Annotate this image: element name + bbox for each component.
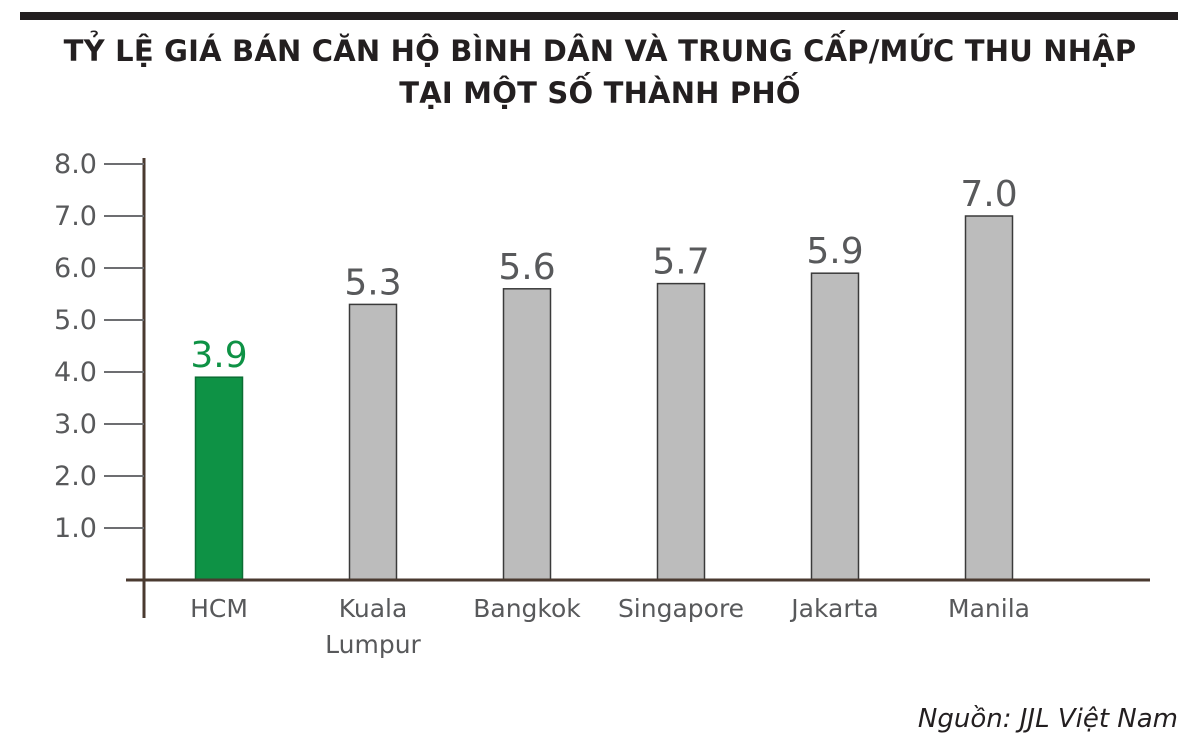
bar-value-label: 5.9 <box>806 231 863 272</box>
bar <box>194 376 244 581</box>
bar-value-label: 5.7 <box>652 242 709 283</box>
chart-title-line-1: TỶ LỆ GIÁ BÁN CĂN HỘ BÌNH DÂN VÀ TRUNG C… <box>63 34 1137 68</box>
y-tick-label: 3.0 <box>54 409 97 440</box>
chart-title: TỶ LỆ GIÁ BÁN CĂN HỘ BÌNH DÂN VÀ TRUNG C… <box>0 30 1200 114</box>
chart-title-line-2: TẠI MỘT SỐ THÀNH PHỐ <box>399 76 801 110</box>
top-rule <box>20 12 1178 20</box>
y-tick-label: 7.0 <box>54 201 97 232</box>
x-tick-label: Bangkok <box>473 594 581 623</box>
y-tick-label: 8.0 <box>54 149 97 180</box>
x-tick-label: Jakarta <box>789 594 878 623</box>
x-tick-label: Singapore <box>618 594 744 623</box>
bar-value-label: 7.0 <box>960 174 1017 215</box>
bar <box>502 288 552 581</box>
y-tick-label: 2.0 <box>54 461 97 492</box>
x-tick-label: HCM <box>190 594 248 623</box>
bar-value-label: 5.3 <box>344 262 401 303</box>
bar <box>656 282 706 581</box>
source-note: Nguồn: JJL Việt Nam <box>917 704 1178 734</box>
y-tick-label: 6.0 <box>54 253 97 284</box>
x-tick-label: Manila <box>948 594 1030 623</box>
y-tick-label: 5.0 <box>54 305 97 336</box>
bar-value-label: 5.6 <box>498 247 555 288</box>
bar <box>348 303 398 581</box>
y-tick-label: 1.0 <box>54 513 97 544</box>
bar-value-label: 3.9 <box>190 335 247 376</box>
y-tick-label: 4.0 <box>54 357 97 388</box>
x-tick-label: Kuala Lumpur <box>325 594 421 659</box>
bar <box>810 272 860 581</box>
bar <box>964 215 1014 581</box>
